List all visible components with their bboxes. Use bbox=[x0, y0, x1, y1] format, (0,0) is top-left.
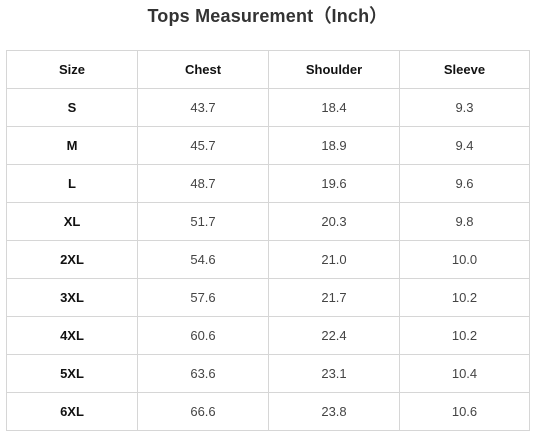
table-row: S 43.7 18.4 9.3 bbox=[6, 88, 530, 127]
size-cell: XL bbox=[6, 202, 138, 241]
shoulder-cell: 18.4 bbox=[268, 88, 400, 127]
sleeve-cell: 10.2 bbox=[399, 316, 530, 355]
header-shoulder: Shoulder bbox=[268, 50, 400, 89]
table-header-row: Size Chest Shoulder Sleeve bbox=[6, 50, 530, 89]
table-row: 6XL 66.6 23.8 10.6 bbox=[6, 392, 530, 431]
sleeve-cell: 10.2 bbox=[399, 278, 530, 317]
table-row: 5XL 63.6 23.1 10.4 bbox=[6, 354, 530, 393]
chest-cell: 57.6 bbox=[137, 278, 269, 317]
size-cell: 5XL bbox=[6, 354, 138, 393]
chest-cell: 60.6 bbox=[137, 316, 269, 355]
chest-cell: 66.6 bbox=[137, 392, 269, 431]
size-cell: 4XL bbox=[6, 316, 138, 355]
chest-cell: 63.6 bbox=[137, 354, 269, 393]
size-cell: M bbox=[6, 126, 138, 165]
header-chest: Chest bbox=[137, 50, 269, 89]
sleeve-cell: 9.8 bbox=[399, 202, 530, 241]
page-title: Tops Measurement（Inch） bbox=[147, 6, 388, 26]
shoulder-cell: 22.4 bbox=[268, 316, 400, 355]
table-row: 4XL 60.6 22.4 10.2 bbox=[6, 316, 530, 355]
size-cell: 6XL bbox=[6, 392, 138, 431]
shoulder-cell: 21.0 bbox=[268, 240, 400, 279]
shoulder-cell: 23.8 bbox=[268, 392, 400, 431]
size-cell: L bbox=[6, 164, 138, 203]
sleeve-cell: 10.4 bbox=[399, 354, 530, 393]
table-row: 3XL 57.6 21.7 10.2 bbox=[6, 278, 530, 317]
sleeve-cell: 9.6 bbox=[399, 164, 530, 203]
size-cell: 2XL bbox=[6, 240, 138, 279]
size-cell: S bbox=[6, 88, 138, 127]
chest-cell: 48.7 bbox=[137, 164, 269, 203]
measurement-table: Size Chest Shoulder Sleeve S 43.7 18.4 9… bbox=[6, 50, 530, 431]
header-sleeve: Sleeve bbox=[399, 50, 530, 89]
chest-cell: 54.6 bbox=[137, 240, 269, 279]
chest-cell: 43.7 bbox=[137, 88, 269, 127]
header-size: Size bbox=[6, 50, 138, 89]
shoulder-cell: 19.6 bbox=[268, 164, 400, 203]
table-row: XL 51.7 20.3 9.8 bbox=[6, 202, 530, 241]
chest-cell: 51.7 bbox=[137, 202, 269, 241]
sleeve-cell: 10.0 bbox=[399, 240, 530, 279]
shoulder-cell: 23.1 bbox=[268, 354, 400, 393]
table-row: L 48.7 19.6 9.6 bbox=[6, 164, 530, 203]
sleeve-cell: 9.4 bbox=[399, 126, 530, 165]
shoulder-cell: 21.7 bbox=[268, 278, 400, 317]
shoulder-cell: 18.9 bbox=[268, 126, 400, 165]
size-cell: 3XL bbox=[6, 278, 138, 317]
sleeve-cell: 9.3 bbox=[399, 88, 530, 127]
chest-cell: 45.7 bbox=[137, 126, 269, 165]
table-row: M 45.7 18.9 9.4 bbox=[6, 126, 530, 165]
sleeve-cell: 10.6 bbox=[399, 392, 530, 431]
shoulder-cell: 20.3 bbox=[268, 202, 400, 241]
table-row: 2XL 54.6 21.0 10.0 bbox=[6, 240, 530, 279]
